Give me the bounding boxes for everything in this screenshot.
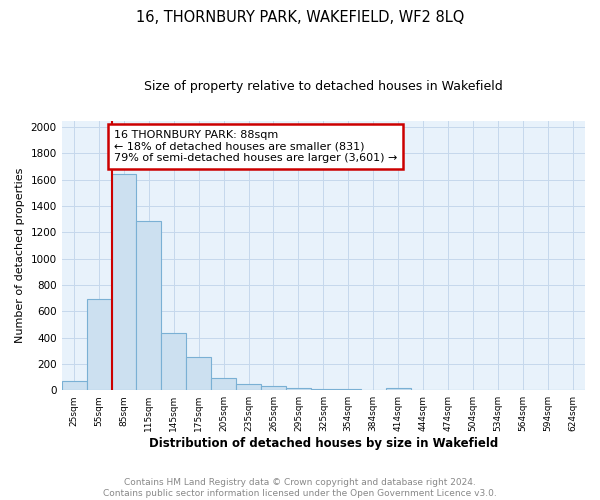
Bar — [236, 384, 261, 390]
Bar — [136, 220, 161, 390]
Bar — [161, 333, 186, 390]
Bar — [112, 174, 136, 390]
Bar — [386, 388, 410, 390]
Text: Contains HM Land Registry data © Crown copyright and database right 2024.
Contai: Contains HM Land Registry data © Crown c… — [103, 478, 497, 498]
Text: 16 THORNBURY PARK: 88sqm
← 18% of detached houses are smaller (831)
79% of semi-: 16 THORNBURY PARK: 88sqm ← 18% of detach… — [114, 130, 397, 163]
Bar — [286, 388, 311, 390]
Title: Size of property relative to detached houses in Wakefield: Size of property relative to detached ho… — [144, 80, 503, 93]
Y-axis label: Number of detached properties: Number of detached properties — [15, 168, 25, 343]
Bar — [186, 357, 211, 390]
Bar — [336, 389, 361, 390]
Bar — [86, 300, 112, 390]
Bar — [211, 378, 236, 390]
X-axis label: Distribution of detached houses by size in Wakefield: Distribution of detached houses by size … — [149, 437, 498, 450]
Bar — [311, 389, 336, 390]
Bar — [62, 381, 86, 390]
Text: 16, THORNBURY PARK, WAKEFIELD, WF2 8LQ: 16, THORNBURY PARK, WAKEFIELD, WF2 8LQ — [136, 10, 464, 25]
Bar — [261, 386, 286, 390]
